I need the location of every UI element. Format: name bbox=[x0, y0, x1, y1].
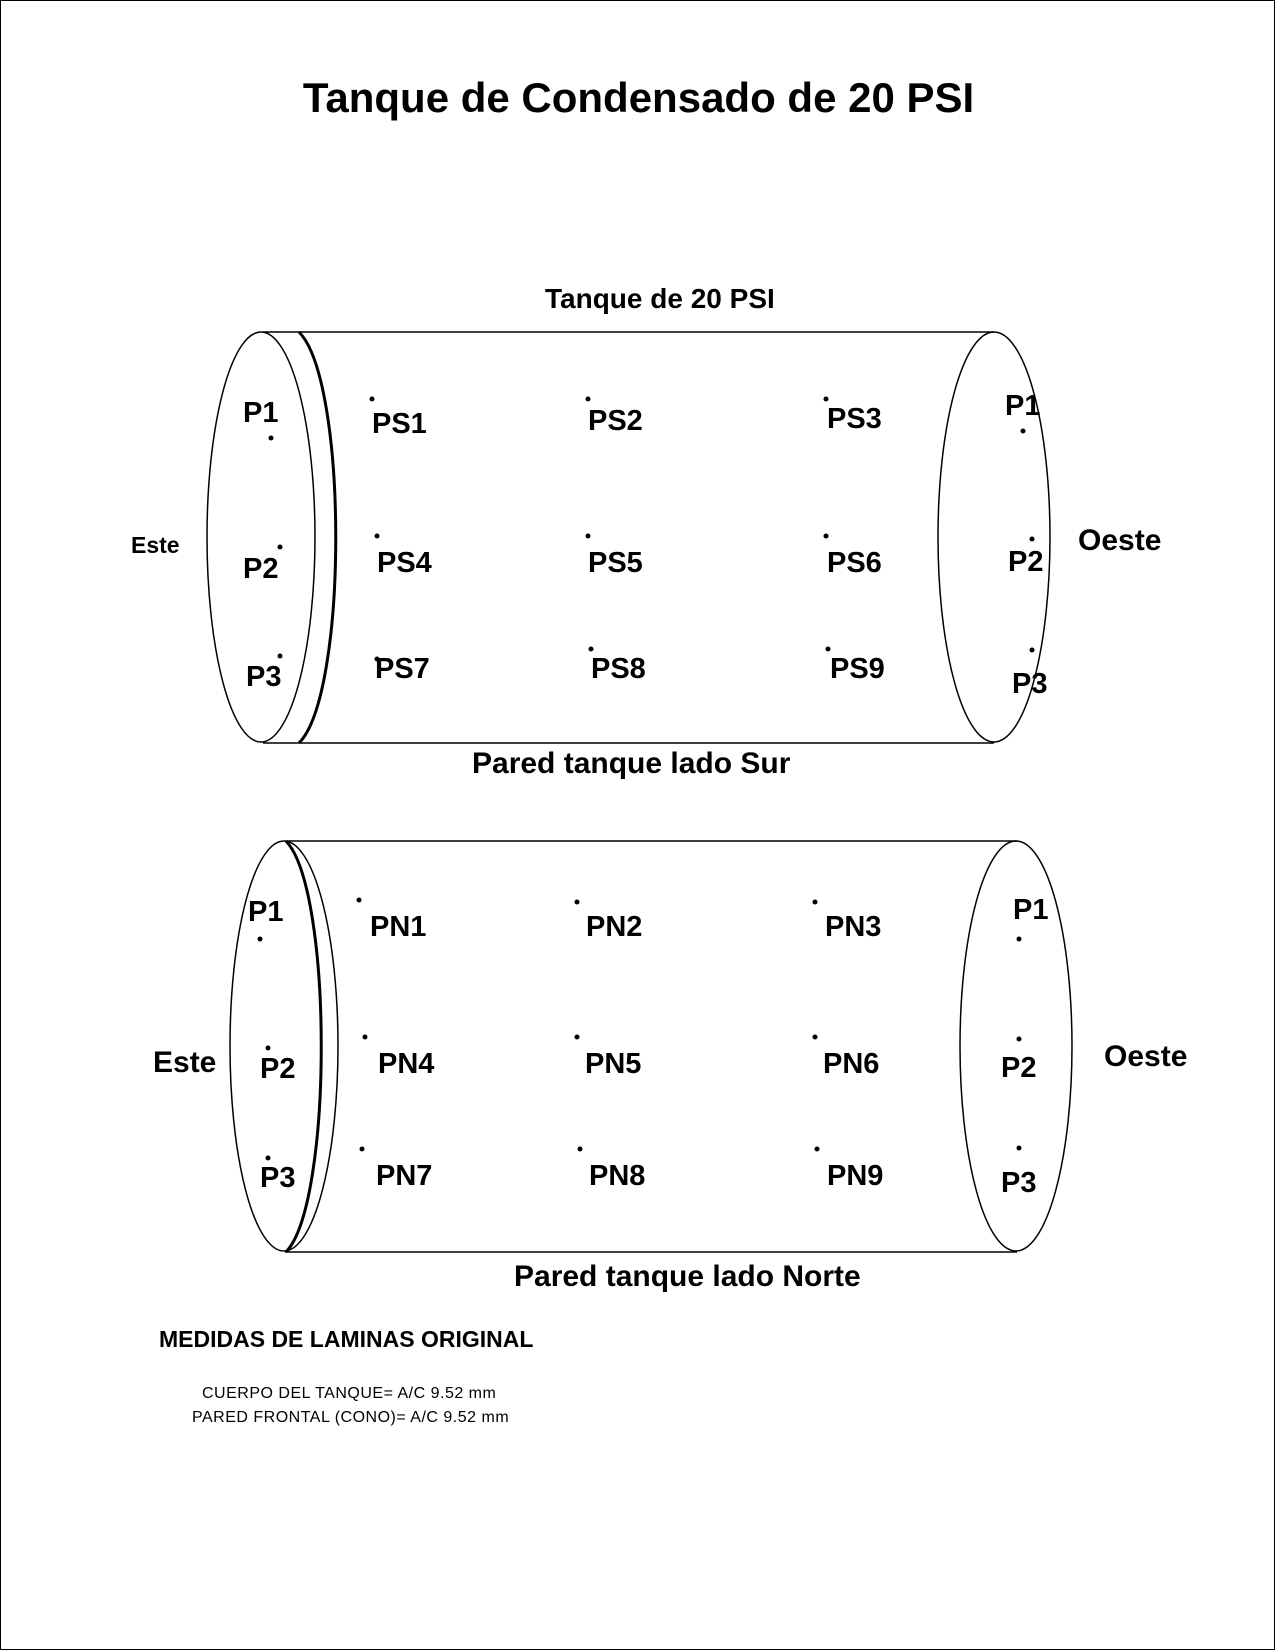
dot-ps2 bbox=[585, 396, 591, 402]
label-ps9: PS9 bbox=[830, 653, 885, 685]
dot-ps5 bbox=[585, 533, 591, 539]
dot-pn9 bbox=[814, 1146, 820, 1152]
dot-pn6 bbox=[812, 1034, 818, 1040]
label-pn3: PN3 bbox=[825, 911, 882, 943]
label-pn2: PN2 bbox=[586, 911, 643, 943]
dot-south-east-p1 bbox=[268, 435, 274, 441]
label-ps6: PS6 bbox=[827, 547, 882, 579]
label-ps4: PS4 bbox=[377, 547, 432, 579]
measurement-dots bbox=[257, 396, 1035, 1161]
dot-north-west-p3 bbox=[1016, 1145, 1022, 1151]
label-ps7: PS7 bbox=[375, 653, 430, 685]
south-tank-west-end bbox=[937, 331, 1051, 743]
dot-pn4 bbox=[362, 1034, 368, 1040]
page-title: Tanque de Condensado de 20 PSI bbox=[302, 74, 975, 121]
label-pn6: PN6 bbox=[823, 1048, 880, 1080]
north-west-p1-label: P1 bbox=[1013, 894, 1049, 926]
dot-ps1 bbox=[369, 396, 375, 402]
south-east-direction: Este bbox=[131, 532, 180, 558]
north-tank-caption: Pared tanque lado Norte bbox=[514, 1260, 861, 1293]
dot-ps6 bbox=[823, 533, 829, 539]
dot-pn3 bbox=[812, 899, 818, 905]
dot-ps9 bbox=[825, 646, 831, 652]
label-pn9: PN9 bbox=[827, 1160, 884, 1192]
dot-ps4 bbox=[374, 533, 380, 539]
label-ps1: PS1 bbox=[372, 408, 427, 440]
south-east-p3-label: P3 bbox=[246, 661, 282, 693]
label-ps2: PS2 bbox=[588, 405, 643, 437]
north-tank-west-end bbox=[959, 840, 1073, 1252]
dot-south-west-p2 bbox=[1029, 536, 1035, 542]
dot-south-east-p2 bbox=[277, 544, 283, 550]
south-tank-cylinder bbox=[206, 330, 1051, 745]
south-west-direction: Oeste bbox=[1078, 524, 1162, 557]
dot-ps8 bbox=[588, 646, 594, 652]
south-west-p1-label: P1 bbox=[1005, 390, 1041, 422]
label-pn8: PN8 bbox=[589, 1160, 646, 1192]
label-pn7: PN7 bbox=[376, 1160, 433, 1192]
label-pn5: PN5 bbox=[585, 1048, 642, 1080]
south-east-p2-label: P2 bbox=[243, 553, 279, 585]
south-east-p1-label: P1 bbox=[243, 397, 279, 429]
dot-south-east-p3 bbox=[277, 653, 283, 659]
dot-pn1 bbox=[356, 897, 362, 903]
north-tank-cylinder bbox=[229, 839, 1073, 1254]
dot-south-west-p3 bbox=[1029, 647, 1035, 653]
dot-south-west-p1 bbox=[1020, 428, 1026, 434]
measurements-heading: MEDIDAS DE LAMINAS ORIGINAL bbox=[159, 1326, 534, 1352]
label-ps8: PS8 bbox=[591, 653, 646, 685]
dot-north-east-p2 bbox=[265, 1045, 271, 1051]
dot-pn2 bbox=[574, 899, 580, 905]
south-tank-east-end bbox=[206, 331, 316, 743]
north-west-p3-label: P3 bbox=[1001, 1167, 1037, 1199]
dot-north-west-p2 bbox=[1016, 1036, 1022, 1042]
dot-north-east-p3 bbox=[265, 1155, 271, 1161]
south-tank-label: Tanque de 20 PSI bbox=[545, 283, 775, 314]
label-pn4: PN4 bbox=[378, 1048, 435, 1080]
south-tank-east-rim bbox=[297, 330, 338, 745]
north-east-direction: Este bbox=[153, 1046, 217, 1079]
north-east-p3-label: P3 bbox=[260, 1162, 296, 1194]
dot-ps7 bbox=[374, 656, 380, 662]
north-east-p1-label: P1 bbox=[248, 896, 284, 928]
dot-north-east-p1 bbox=[257, 936, 263, 942]
north-tank-east-rim bbox=[284, 839, 323, 1254]
measurement-line-front-wall: PARED FRONTAL (CONO)= A/C 9.52 mm bbox=[192, 1409, 510, 1426]
dot-pn7 bbox=[359, 1146, 365, 1152]
south-west-p3-label: P3 bbox=[1012, 668, 1048, 700]
label-pn1: PN1 bbox=[370, 911, 427, 943]
measurement-line-body: CUERPO DEL TANQUE= A/C 9.52 mm bbox=[202, 1385, 497, 1402]
dot-ps3 bbox=[823, 396, 829, 402]
dot-north-west-p1 bbox=[1016, 936, 1022, 942]
dot-pn8 bbox=[577, 1146, 583, 1152]
label-ps5: PS5 bbox=[588, 547, 643, 579]
dot-pn5 bbox=[574, 1034, 580, 1040]
north-tank-east-end bbox=[229, 840, 339, 1252]
south-tank-caption: Pared tanque lado Sur bbox=[472, 747, 791, 780]
label-ps3: PS3 bbox=[827, 403, 882, 435]
north-west-p2-label: P2 bbox=[1001, 1052, 1037, 1084]
north-east-p2-label: P2 bbox=[260, 1053, 296, 1085]
north-west-direction: Oeste bbox=[1104, 1040, 1188, 1073]
south-west-p2-label: P2 bbox=[1008, 546, 1044, 578]
